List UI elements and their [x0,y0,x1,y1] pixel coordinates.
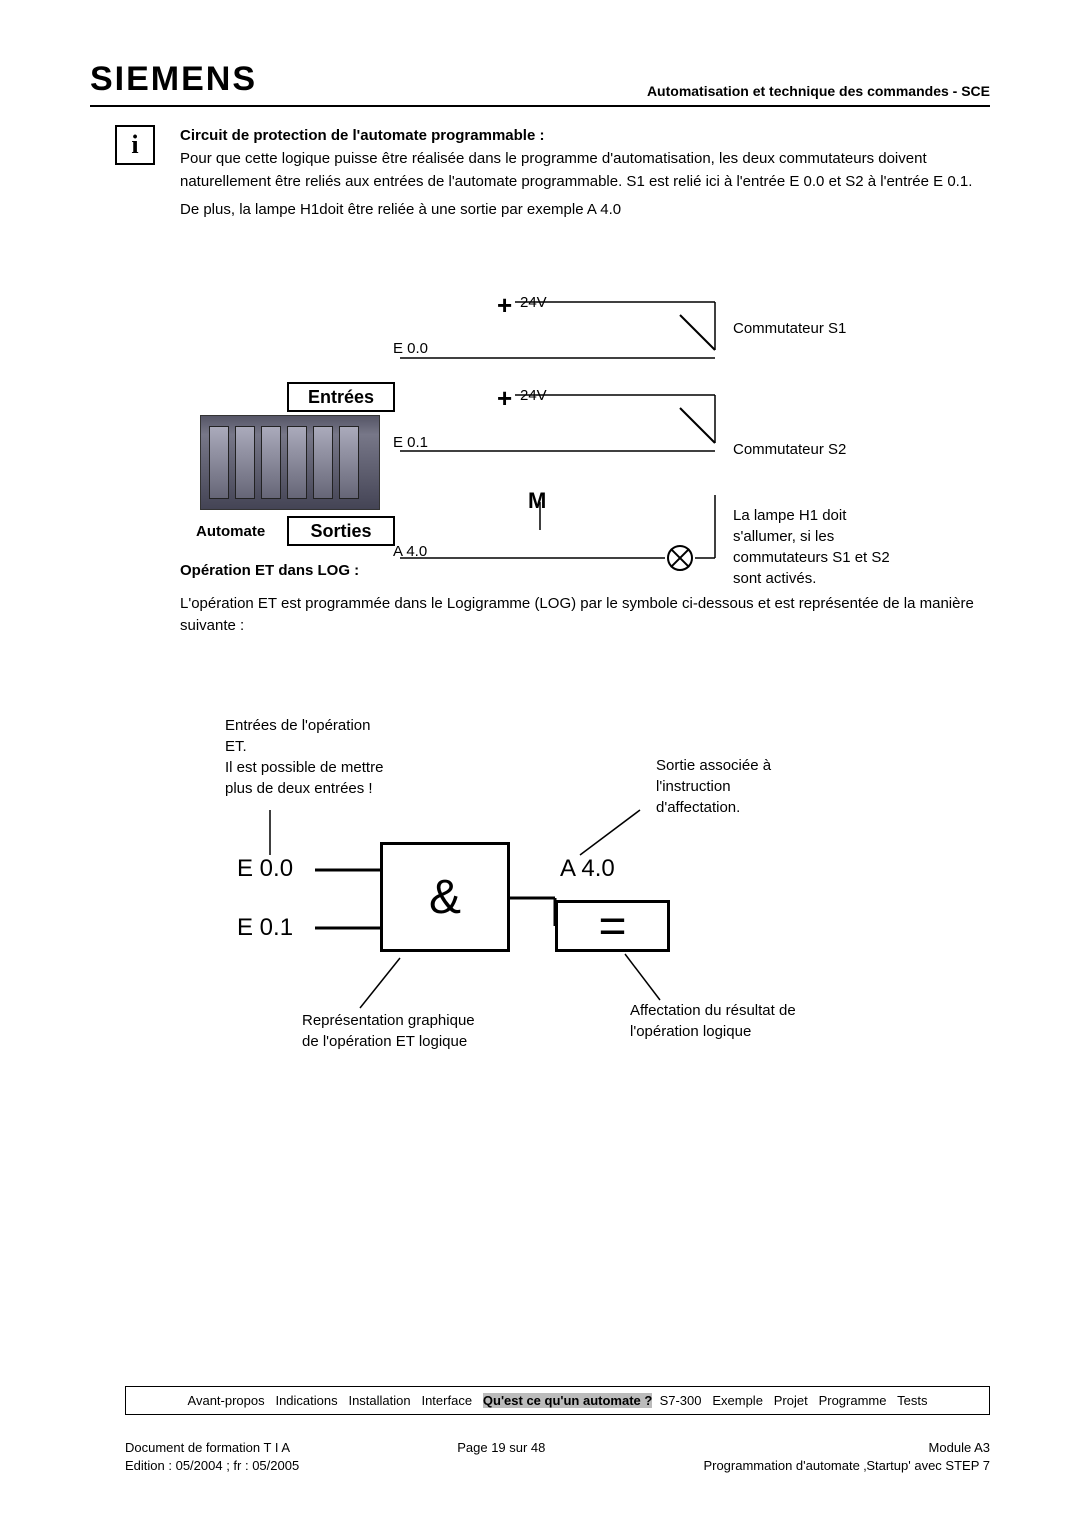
footer-prog: Programmation d'automate ‚Startup' avec … [703,1457,990,1475]
plus-icon-1: + [497,290,512,321]
page-footer: Document de formation T I A Edition : 05… [125,1439,990,1475]
nav-item[interactable]: Tests [897,1393,927,1408]
label-e01: E 0.1 [393,434,428,451]
label-s2: Commutateur S2 [733,441,846,458]
nav-item[interactable]: Projet [774,1393,808,1408]
nav-item[interactable]: Indications [275,1393,337,1408]
label-automate: Automate [196,523,265,540]
label-24v-2: 24V [520,387,547,404]
section1-p2: De plus, la lampe H1doit être reliée à u… [180,199,990,222]
section-circuit: Circuit de protection de l'automate prog… [180,127,990,222]
info-icon: i [115,125,155,165]
nav-item[interactable]: S7-300 [660,1393,702,1408]
label-m: M [528,488,546,514]
footer-edition: Edition : 05/2004 ; fr : 05/2005 [125,1457,299,1475]
exits-box: Sorties [287,516,395,546]
footer-page: Page 19 sur 48 [457,1439,545,1457]
d2-annot-and: Représentation graphique de l'opération … [302,1010,482,1052]
d2-e00: E 0.0 [237,855,293,883]
plus-icon-2: + [497,383,512,414]
d2-a40: A 4.0 [560,855,615,883]
nav-item[interactable]: Avant-propos [188,1393,265,1408]
label-e00: E 0.0 [393,340,428,357]
footer-module: Module A3 [703,1439,990,1457]
section1-p1: Pour que cette logique puisse être réali… [180,148,990,193]
entries-box: Entrées [287,382,395,412]
section1-title: Circuit de protection de l'automate prog… [180,127,990,144]
page-header: SIEMENS Automatisation et technique des … [90,60,990,107]
d2-annot-assign: Affectation du résultat de l'opération l… [630,1000,810,1042]
label-s1: Commutateur S1 [733,320,846,337]
lamp-icon [667,545,693,571]
nav-item[interactable]: Programme [819,1393,887,1408]
header-subtitle: Automatisation et technique des commande… [647,83,990,99]
d2-annot-in: Entrées de l'opération ET. Il est possib… [225,715,385,799]
d2-annot-out: Sortie associée à l'instruction d'affect… [656,755,806,818]
label-24v-1: 24V [520,294,547,311]
nav-item[interactable]: Interface [421,1393,472,1408]
plc-illustration [200,415,380,510]
breadcrumb-nav: Avant-propos Indications Installation In… [125,1386,990,1415]
label-lamp: La lampe H1 doit s'allumer, si les commu… [733,505,893,589]
footer-doc: Document de formation T I A [125,1439,299,1457]
d2-e01: E 0.1 [237,914,293,942]
label-a40: A 4.0 [393,543,427,560]
nav-item[interactable]: Exemple [712,1393,763,1408]
brand-logo: SIEMENS [90,60,257,99]
nav-item[interactable]: Installation [348,1393,410,1408]
nav-item-active[interactable]: Qu'est ce qu'un automate ? [483,1393,652,1408]
